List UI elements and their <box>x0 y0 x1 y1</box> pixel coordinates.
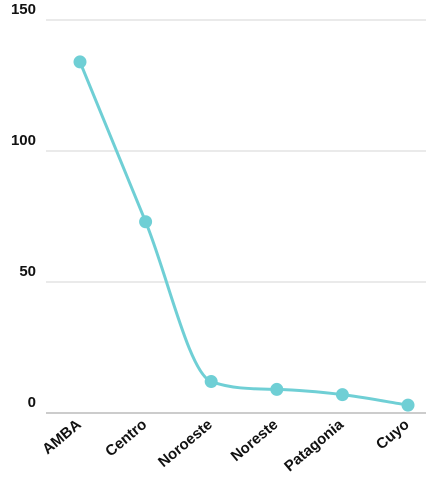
series-line <box>78 60 410 407</box>
y-tick-label-100: 100 <box>11 132 36 149</box>
data-point-noroeste <box>204 375 218 389</box>
x-tick-label-cuyo: Cuyo <box>373 416 413 453</box>
y-tick-label-50: 50 <box>19 263 36 280</box>
data-point-centro <box>139 215 153 229</box>
y-tick-label-150: 150 <box>11 1 36 18</box>
y-tick-label-0: 0 <box>28 394 36 411</box>
data-point-patagonia <box>335 388 349 402</box>
series-layer <box>73 55 415 412</box>
y-axis-tick-labels: 0 50 100 150 <box>11 1 36 411</box>
gridlines <box>46 19 426 414</box>
data-point-amba <box>73 55 87 69</box>
x-tick-label-patagonia: Patagonia <box>281 416 347 476</box>
x-axis-tick-labels: AMBA Centro Noroeste Noreste Patagonia Cuyo <box>39 416 412 476</box>
x-tick-label-noreste: Noreste <box>228 416 282 465</box>
x-tick-label-noroeste: Noroeste <box>155 416 216 471</box>
x-tick-label-amba: AMBA <box>39 416 85 458</box>
x-tick-label-centro: Centro <box>102 416 150 460</box>
data-point-noreste <box>270 382 284 396</box>
data-point-cuyo <box>401 398 415 412</box>
